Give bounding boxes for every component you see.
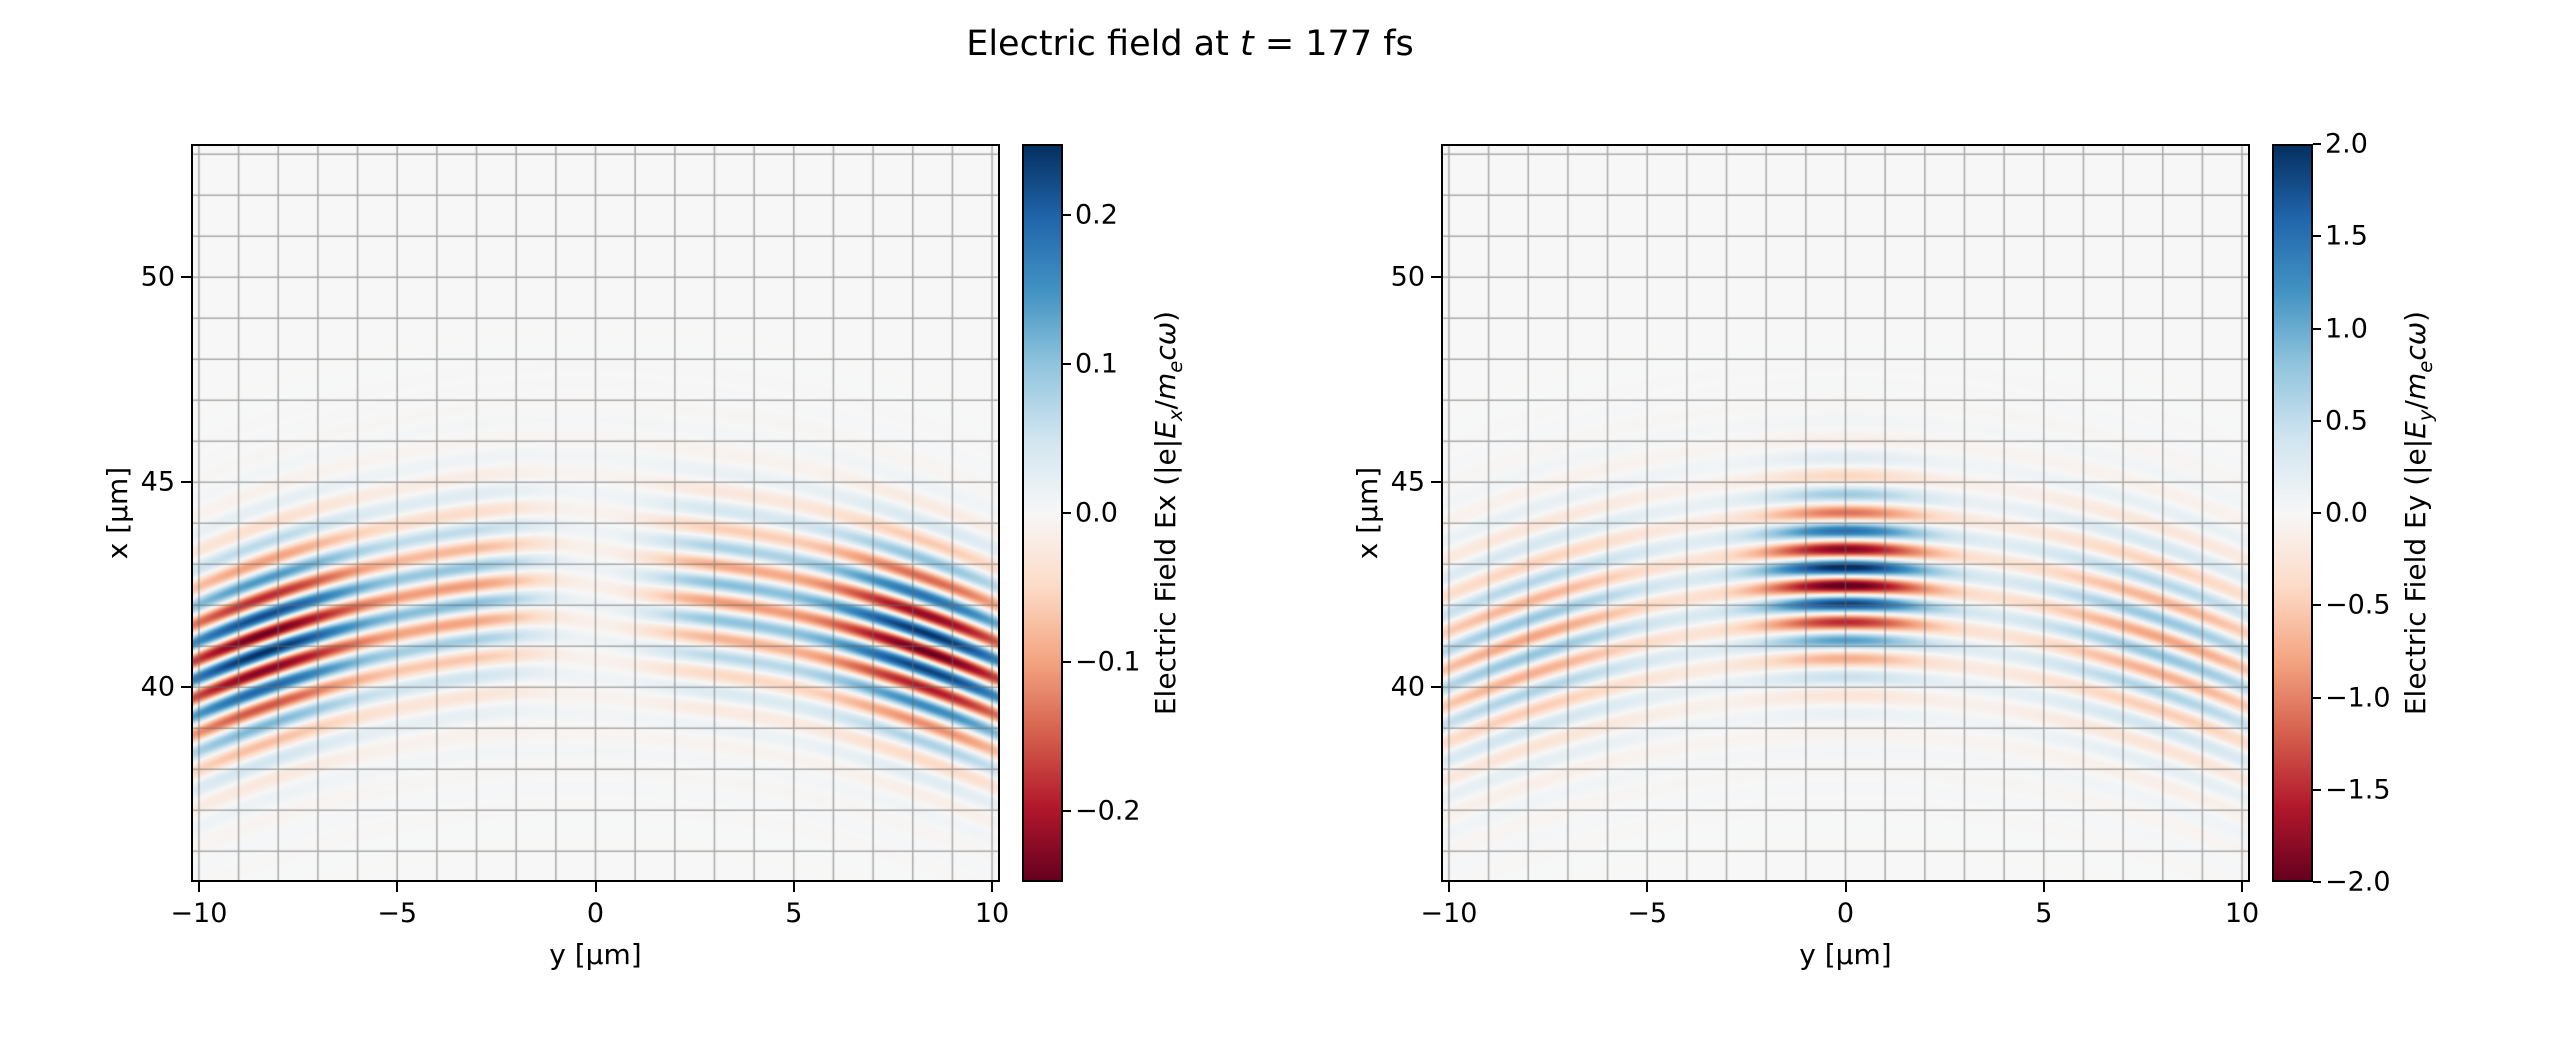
ey-xaxis-label: y [μm] — [1799, 938, 1892, 971]
colorbar-tick-mark — [1063, 809, 1071, 812]
x-tick-mark — [792, 882, 795, 892]
ex-colorbar-label: Electric Field Ex (|e|Ex/mecω) — [1149, 144, 1187, 882]
label-fragment: e — [2413, 360, 2437, 373]
label-fragment: ) — [1149, 310, 1182, 322]
label-fragment: m — [2399, 372, 2432, 401]
colorbar-tick-label: 1.5 — [2325, 220, 2368, 252]
label-fragment: Electric Field Ex (|e| — [1149, 438, 1182, 716]
y-tick-mark — [1431, 686, 1441, 689]
ey-colorbar — [2272, 144, 2313, 882]
x-tick-label: 5 — [785, 898, 803, 929]
x-tick-mark — [1447, 882, 1450, 892]
x-tick-mark — [1646, 882, 1649, 892]
colorbar-tick-label: 2.0 — [2325, 128, 2368, 160]
y-tick-label: 50 — [140, 261, 175, 293]
x-tick-label: −5 — [1627, 898, 1668, 929]
x-tick-label: 10 — [974, 898, 1010, 929]
colorbar-tick-label: −2.0 — [2325, 866, 2391, 898]
x-tick-label: 5 — [2035, 898, 2053, 929]
ex-heatmap — [191, 144, 1000, 882]
y-tick-mark — [1431, 481, 1441, 484]
colorbar-tick-mark — [2313, 696, 2321, 699]
colorbar-tick-label: 0.0 — [1075, 497, 1118, 529]
x-tick-label: −10 — [1420, 898, 1478, 929]
colorbar-tick-label: −0.2 — [1075, 795, 1141, 827]
colorbar-tick-label: −0.5 — [2325, 589, 2391, 621]
x-tick-mark — [2241, 882, 2244, 892]
colorbar-tick-label: 0.1 — [1075, 348, 1118, 380]
colorbar-tick-mark — [2313, 512, 2321, 514]
colorbar-tick-label: 1.0 — [2325, 313, 2368, 344]
label-fragment: / — [1149, 400, 1182, 410]
x-tick-label: −5 — [377, 898, 418, 929]
label-fragment: e — [1163, 360, 1187, 373]
x-tick-label: −10 — [170, 898, 228, 929]
colorbar-tick-mark — [2313, 604, 2321, 607]
label-fragment: t — [1239, 24, 1254, 64]
x-tick-mark — [594, 882, 597, 892]
colorbar-tick-mark — [2313, 419, 2321, 422]
ey-colorbar-label: Electric Field Ey (|e|Ey/mecω) — [2399, 144, 2437, 882]
y-tick-label: 45 — [1390, 466, 1425, 498]
colorbar-tick-mark — [2313, 143, 2321, 145]
colorbar-tick-mark — [2313, 327, 2321, 330]
colorbar-tick-mark — [2313, 881, 2321, 883]
colorbar-tick-label: 0.5 — [2325, 405, 2368, 437]
x-tick-label: 10 — [2224, 898, 2260, 929]
y-tick-mark — [181, 481, 191, 484]
panel-ex: −10 −5 0 5 10 50 45 40 y [μm] x [μm] 0.2 0.1 0.0 −… — [101, 144, 1187, 971]
ey-yaxis-label: x [μm] — [1351, 466, 1384, 560]
colorbar-tick-label: 0.0 — [2325, 497, 2368, 529]
label-fragment: y — [2413, 409, 2437, 422]
colorbar-tick-label: 0.2 — [1075, 199, 1118, 231]
label-fragment: x — [1163, 409, 1187, 422]
colorbar-tick-mark — [1063, 214, 1071, 217]
colorbar-tick-mark — [1063, 363, 1071, 366]
ex-colorbar — [1022, 144, 1063, 882]
x-tick-label: 0 — [586, 898, 605, 929]
y-tick-label: 45 — [140, 466, 175, 498]
label-fragment: c — [1149, 345, 1182, 361]
y-tick-label: 40 — [140, 671, 175, 703]
label-fragment: ω — [1149, 321, 1182, 346]
label-fragment: E — [1149, 421, 1182, 439]
y-tick-mark — [181, 276, 191, 279]
colorbar-tick-mark — [2313, 788, 2321, 791]
y-tick-label: 40 — [1390, 671, 1425, 703]
label-fragment: ) — [2399, 310, 2432, 322]
label-fragment: Electric field at — [966, 24, 1240, 64]
x-tick-mark — [991, 882, 994, 892]
colorbar-tick-mark — [1063, 512, 1071, 514]
y-tick-mark — [181, 686, 191, 689]
label-fragment: / — [2399, 400, 2432, 410]
x-tick-mark — [197, 882, 200, 892]
ex-xaxis-label: y [μm] — [549, 938, 642, 971]
x-tick-mark — [2042, 882, 2045, 892]
y-tick-mark — [1431, 276, 1441, 279]
x-tick-mark — [396, 882, 399, 892]
ey-heatmap — [1441, 144, 2250, 882]
label-fragment: Electric Field Ey (|e| — [2399, 438, 2432, 716]
y-tick-label: 50 — [1390, 261, 1425, 293]
panel-ey: −10 −5 0 5 10 50 45 40 y [μm] x [μm] 2.0 1.5 1.0 0… — [1351, 129, 2437, 972]
colorbar-tick-mark — [2313, 235, 2321, 238]
colorbar-tick-label: −1.5 — [2325, 774, 2391, 806]
x-tick-mark — [1844, 882, 1847, 892]
colorbar-tick-mark — [1063, 660, 1071, 663]
colorbar-tick-label: −0.1 — [1075, 646, 1141, 678]
label-fragment: E — [2399, 421, 2432, 439]
label-fragment: ω — [2399, 321, 2432, 346]
ex-yaxis-label: x [μm] — [101, 466, 134, 560]
label-fragment: m — [1149, 372, 1182, 401]
figure-title: Electric field at t = 177 fs — [0, 24, 2380, 64]
x-tick-label: 0 — [1836, 898, 1855, 929]
label-fragment: = 177 fs — [1253, 24, 1414, 64]
label-fragment: c — [2399, 345, 2432, 361]
colorbar-tick-label: −1.0 — [2325, 682, 2391, 713]
